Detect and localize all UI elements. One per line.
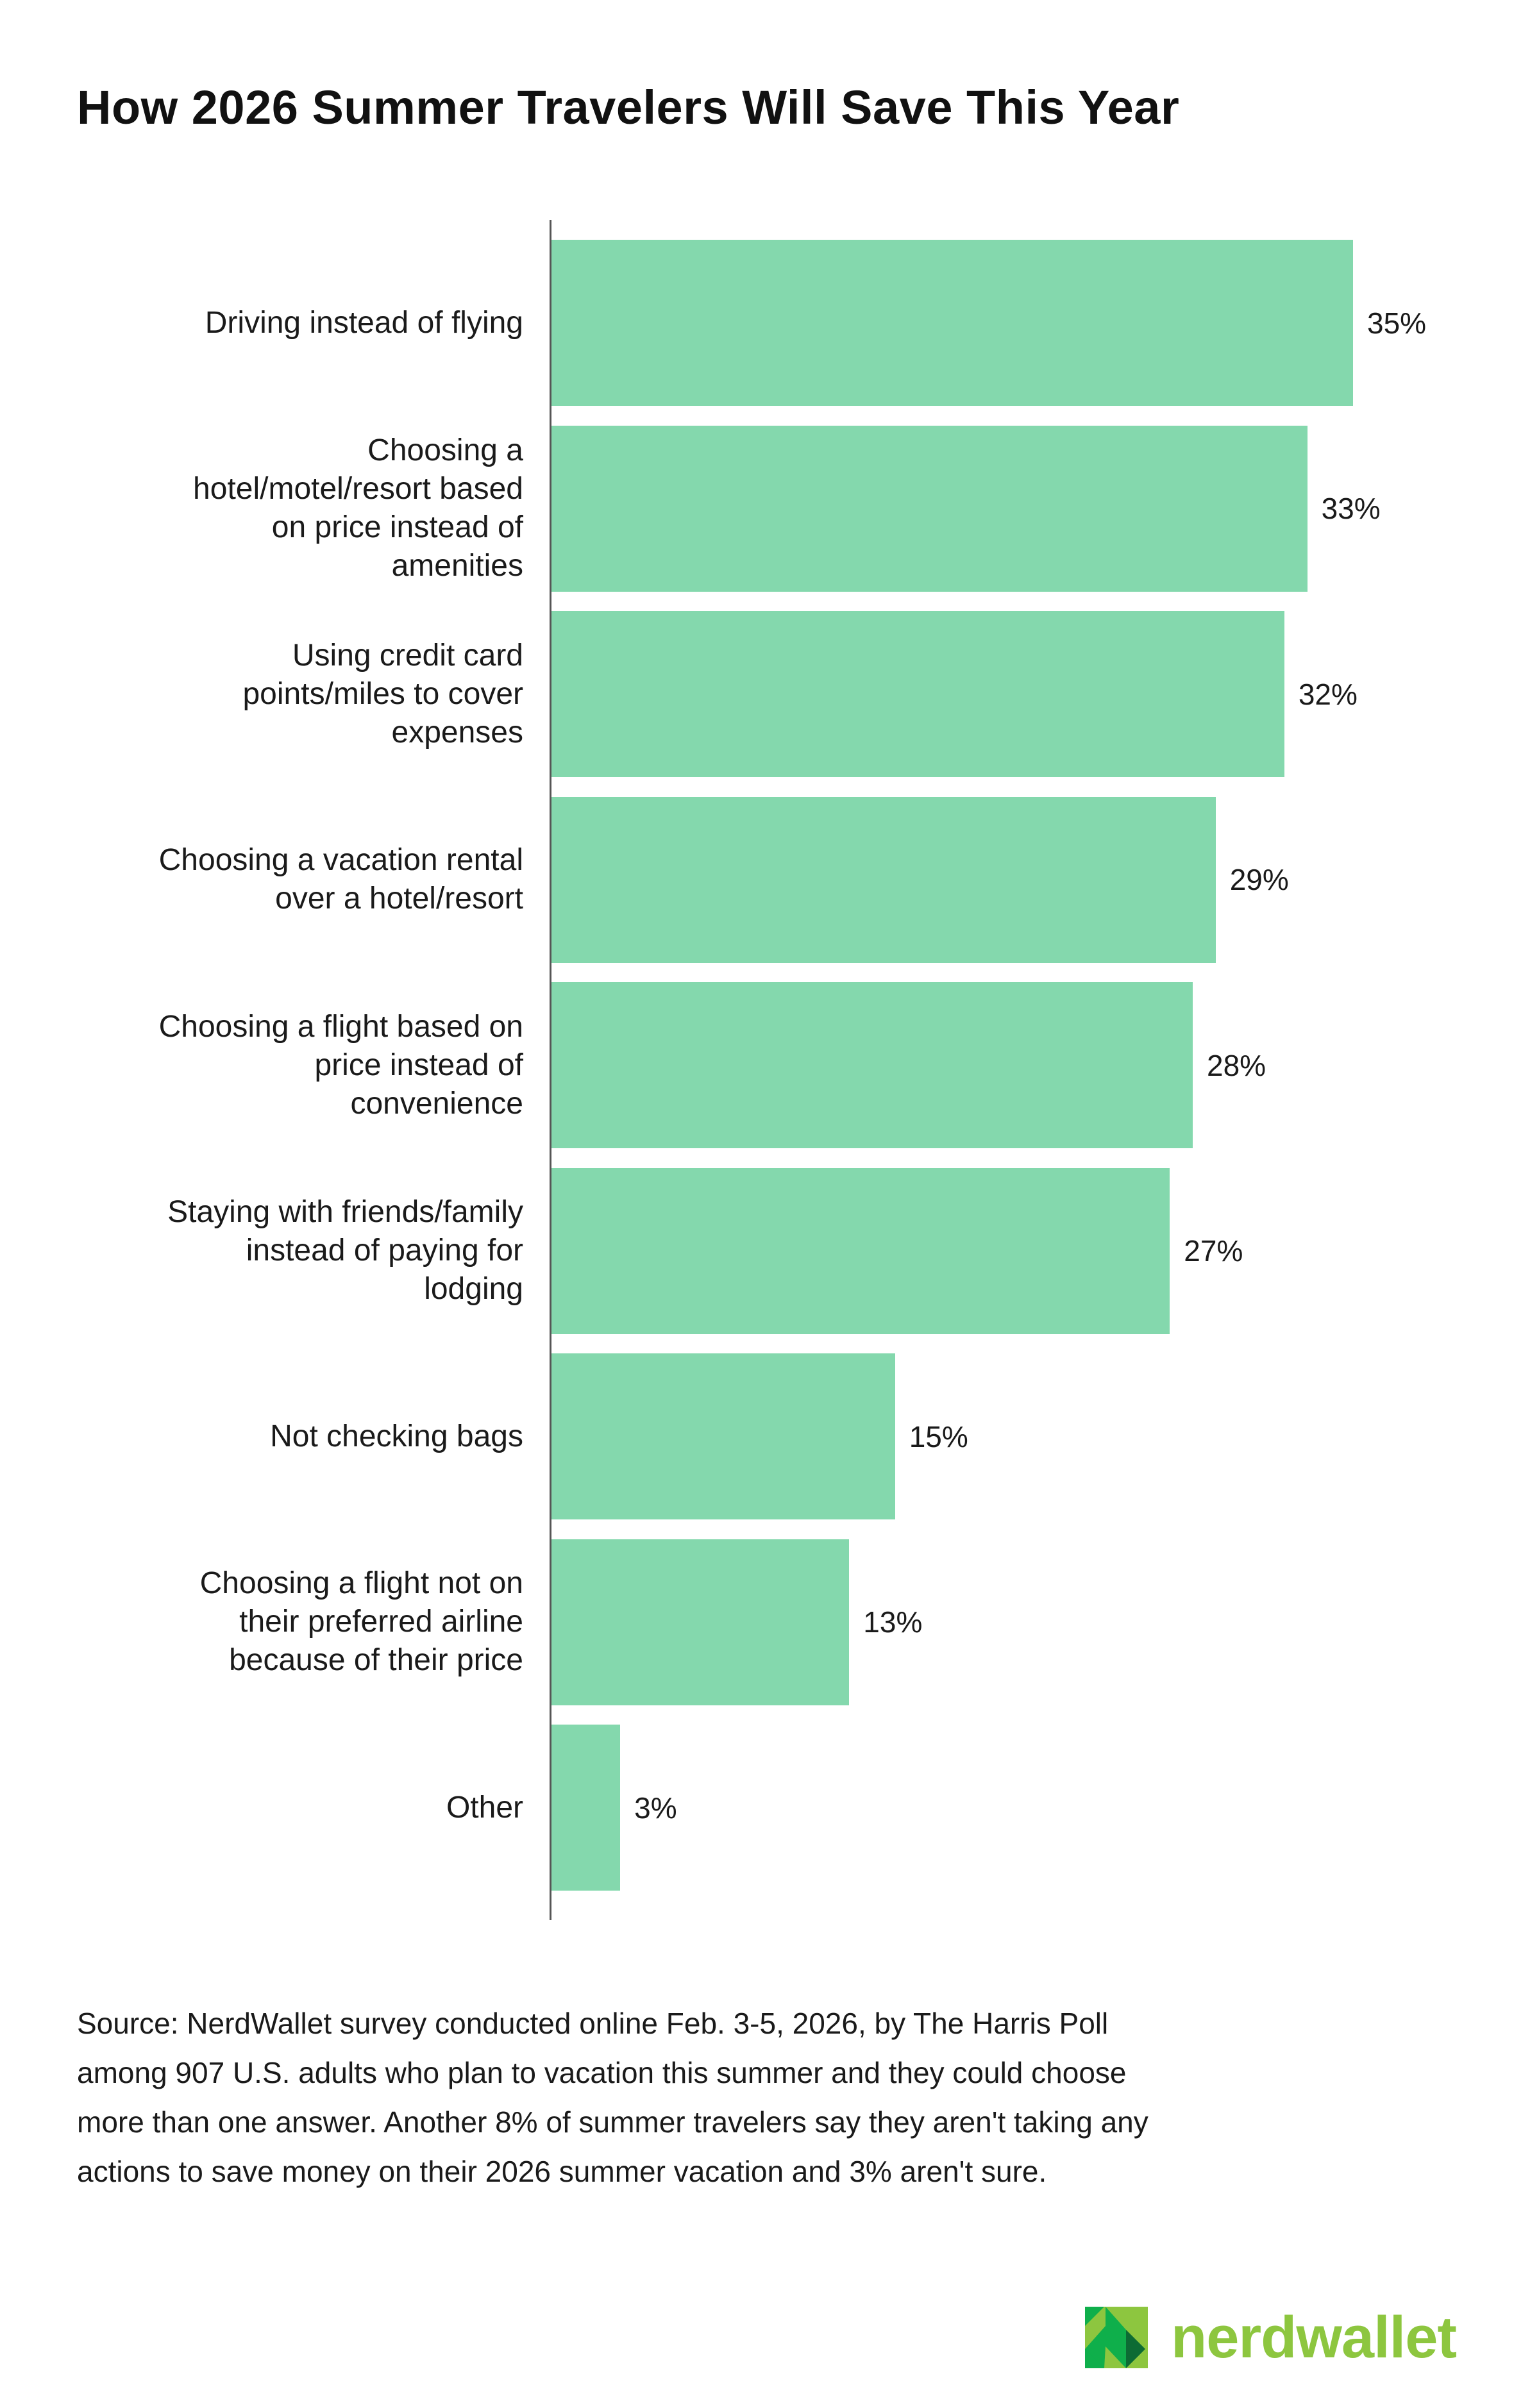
category-label: Not checking bags xyxy=(270,1419,523,1453)
bar xyxy=(551,611,1284,777)
value-label: 13% xyxy=(863,1605,923,1639)
bar xyxy=(551,1353,895,1519)
nerdwallet-logo: nerdwallet xyxy=(1085,2305,1457,2370)
bar xyxy=(551,425,1308,592)
nerdwallet-n-icon xyxy=(1085,2307,1148,2368)
value-label: 29% xyxy=(1229,863,1289,896)
bar xyxy=(551,1167,1170,1334)
value-label: 32% xyxy=(1298,677,1358,711)
bar xyxy=(551,796,1216,963)
bar xyxy=(551,1539,850,1705)
category-label: Choosing a flight based on price instead… xyxy=(158,1009,523,1121)
value-label: 27% xyxy=(1184,1234,1243,1267)
value-label: 3% xyxy=(634,1791,677,1825)
chart-title: How 2026 Summer Travelers Will Save This… xyxy=(77,81,1180,134)
category-label: Choosing a vacation rental over a hotel/… xyxy=(158,843,523,916)
value-label: 33% xyxy=(1321,492,1381,525)
value-label: 35% xyxy=(1367,306,1427,340)
bar xyxy=(551,982,1193,1148)
logo-wordmark: nerdwallet xyxy=(1171,2305,1457,2370)
bar xyxy=(551,240,1353,406)
category-label: Using credit card points/miles to cover … xyxy=(242,638,523,749)
bar xyxy=(551,1725,621,1891)
category-label: Choosing a hotel/motel/resort based on p… xyxy=(193,433,523,583)
category-label: Choosing a flight not on their preferred… xyxy=(199,1566,523,1677)
category-label: Staying with friends/family instead of p… xyxy=(167,1195,523,1306)
y-axis-line xyxy=(550,220,551,1920)
value-label: 15% xyxy=(909,1419,968,1453)
value-label: 28% xyxy=(1207,1048,1266,1082)
source-note: Source: NerdWallet survey conducted onli… xyxy=(77,2007,1148,2188)
category-label: Driving instead of flying xyxy=(205,305,523,340)
category-label: Other xyxy=(446,1790,523,1825)
